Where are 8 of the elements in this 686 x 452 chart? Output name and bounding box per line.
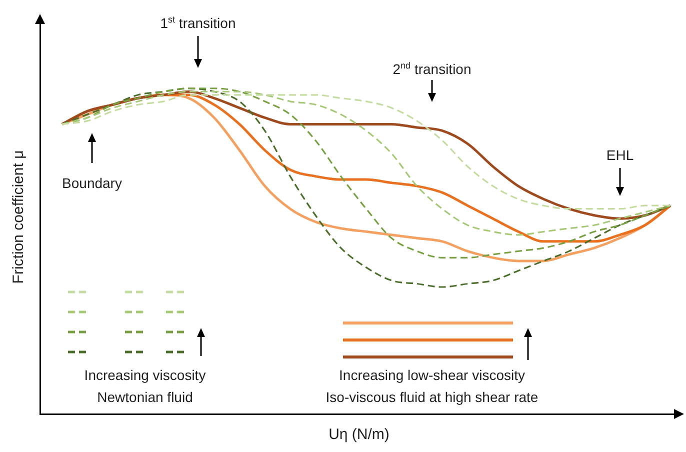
- annotation: EHL: [606, 147, 634, 163]
- annotation: Increasing low-shear viscosity: [339, 367, 525, 383]
- y-axis-title: Friction coefficient μ: [10, 150, 28, 284]
- annotation: Increasing viscosity: [84, 367, 206, 383]
- annotation: Boundary: [62, 175, 122, 191]
- annotation: Iso-viscous fluid at high shear rate: [326, 389, 538, 405]
- x-axis-title: Uη (N/m): [328, 426, 390, 444]
- annotation: Newtonian fluid: [97, 389, 193, 405]
